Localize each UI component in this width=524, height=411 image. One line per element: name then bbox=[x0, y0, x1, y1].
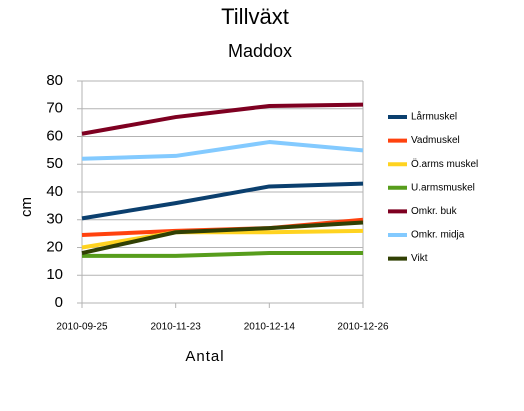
y-tick-label: 20 bbox=[46, 238, 63, 255]
series-line bbox=[81, 102, 364, 136]
x-axis-label: Antal bbox=[185, 348, 224, 365]
series-line bbox=[81, 140, 364, 161]
series-line bbox=[81, 181, 364, 221]
x-tick-label: 2010-12-14 bbox=[244, 322, 296, 333]
x-tick-label: 2010-12-26 bbox=[337, 322, 389, 333]
legend-label: U.armsmuskel bbox=[411, 182, 475, 193]
y-tick-label: 0 bbox=[55, 294, 63, 311]
y-tick-label: 40 bbox=[46, 183, 63, 200]
y-tick-label: 80 bbox=[46, 72, 63, 89]
x-tick-label: 2010-09-25 bbox=[56, 322, 108, 333]
y-axis-label: cm bbox=[18, 197, 35, 217]
chart-title: Tillväxt bbox=[221, 4, 289, 29]
legend-label: Ö.arms muskel bbox=[411, 158, 478, 170]
legend-label: Omkr. midja bbox=[411, 230, 465, 241]
chart-subtitle: Maddox bbox=[228, 41, 292, 61]
series-line bbox=[82, 251, 363, 258]
legend-label: Vadmuskel bbox=[411, 135, 460, 146]
legend-label: Vikt bbox=[411, 253, 428, 264]
y-tick-label: 70 bbox=[46, 100, 63, 117]
y-tick-label: 50 bbox=[46, 155, 63, 172]
y-tick-label: 10 bbox=[46, 266, 63, 283]
legend-label: Lårmuskel bbox=[411, 111, 457, 123]
legend-label: Omkr. buk bbox=[411, 206, 458, 217]
x-tick-label: 2010-11-23 bbox=[150, 322, 201, 333]
y-tick-label: 60 bbox=[46, 127, 63, 144]
y-tick-label: 30 bbox=[46, 211, 63, 228]
series-line bbox=[81, 228, 364, 250]
series-line bbox=[81, 220, 364, 256]
